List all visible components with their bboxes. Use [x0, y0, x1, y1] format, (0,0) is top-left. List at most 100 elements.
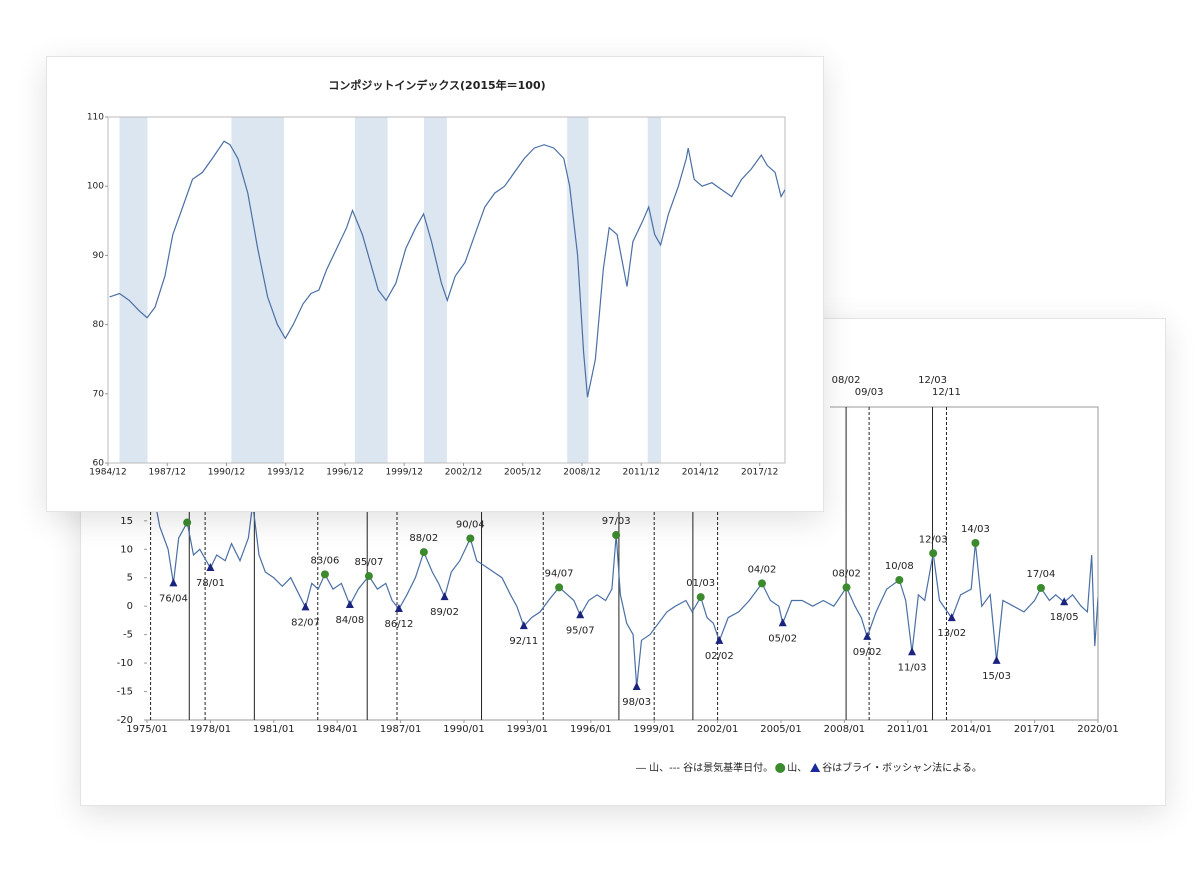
trough-label: 78/01	[196, 578, 225, 589]
chart-title: コンポジットインデックス(2015年＝100)	[328, 78, 545, 92]
x-tick-label: 2005/01	[760, 724, 802, 735]
trough-marker	[345, 600, 354, 609]
peak-marker	[555, 583, 564, 592]
peak-marker	[1036, 583, 1045, 592]
trough-marker	[632, 681, 641, 690]
y-tick-label: 15	[120, 516, 133, 527]
note: ― 山、--- 谷は景気基準日付。 山、 谷はブライ・ボッシャン法による。	[636, 761, 982, 774]
peak-marker	[466, 534, 475, 543]
trough-label: 98/03	[622, 697, 651, 708]
trough-label: 02/02	[705, 651, 734, 662]
note-circle-icon	[775, 763, 786, 773]
note-text: 谷はブライ・ボッシャン法による。	[822, 761, 982, 774]
shaded-period	[231, 117, 284, 463]
reference-label: 08/02	[832, 375, 861, 386]
x-tick-label: 1981/01	[253, 724, 295, 735]
y-tick-label: 70	[93, 389, 105, 399]
trough-marker	[778, 618, 787, 627]
peak-label: 04/02	[748, 564, 777, 575]
x-tick-label: 1987/01	[380, 724, 422, 735]
x-tick-label: 1993/01	[507, 724, 549, 735]
peak-label: 17/04	[1027, 569, 1056, 580]
trough-label: 92/11	[509, 636, 538, 647]
y-tick-label: 0	[127, 601, 133, 612]
peak-marker	[183, 518, 192, 527]
plot-frame	[830, 406, 1099, 720]
x-tick-label: 2017/12	[741, 468, 778, 478]
x-tick-label: 2002/01	[697, 724, 739, 735]
trough-label: 76/04	[159, 593, 188, 604]
x-tick-label: 2002/12	[445, 468, 482, 478]
trough-label: 18/05	[1050, 612, 1079, 623]
y-tick-label: -5	[123, 630, 133, 641]
x-tick-label: 2011/01	[887, 724, 929, 735]
y-tick-label: 90	[93, 251, 105, 261]
reference-label: 12/03	[918, 375, 947, 386]
trough-marker	[169, 578, 178, 587]
y-tick-label: 10	[120, 544, 133, 555]
peak-marker	[895, 576, 904, 585]
peak-label: 12/03	[919, 534, 948, 545]
x-tick-label: 2008/12	[563, 468, 600, 478]
trough-marker	[863, 631, 872, 640]
x-tick-label: 1978/01	[190, 724, 232, 735]
reference-label: 12/11	[932, 387, 961, 398]
trough-label: 09/02	[853, 647, 882, 658]
y-tick-label: -15	[117, 687, 133, 698]
peak-marker	[971, 539, 980, 548]
shaded-period	[567, 117, 589, 463]
y-tick-label: 110	[87, 113, 104, 123]
peak-marker	[696, 593, 705, 602]
peak-marker	[842, 583, 851, 592]
x-tick-label: 1990/01	[443, 724, 485, 735]
shaded-period	[119, 117, 148, 463]
note-text: 山、	[787, 762, 807, 774]
peak-label: 90/04	[456, 519, 485, 530]
y-tick-label: -10	[117, 658, 133, 669]
x-tick-label: 2017/01	[1014, 724, 1056, 735]
x-tick-label: 1993/12	[267, 468, 304, 478]
y-tick-label: 5	[127, 573, 133, 584]
trough-label: 86/12	[384, 619, 413, 630]
x-tick-label: 2014/12	[682, 468, 719, 478]
peak-label: 94/07	[545, 568, 574, 579]
trough-marker	[519, 621, 528, 630]
x-tick-label: 2005/12	[504, 468, 541, 478]
trough-label: 82/07	[291, 617, 320, 628]
peak-marker	[612, 531, 621, 540]
peak-label: 83/06	[311, 555, 340, 566]
y-tick-label: -20	[117, 715, 133, 726]
peak-label: 14/03	[961, 524, 990, 535]
trough-marker	[440, 592, 449, 601]
trough-label: 89/02	[430, 607, 459, 618]
trough-marker	[715, 635, 724, 644]
peak-marker	[320, 570, 329, 579]
trough-marker	[1060, 597, 1069, 606]
data-line	[147, 463, 1098, 688]
peak-label: 08/02	[832, 568, 861, 579]
shaded-period	[647, 117, 661, 463]
data-line	[109, 140, 785, 398]
y-tick-label: 100	[87, 182, 104, 192]
note-triangle-icon	[810, 763, 821, 772]
trough-marker	[301, 602, 310, 611]
trough-marker	[992, 655, 1001, 664]
x-tick-label: 2014/01	[950, 724, 992, 735]
x-tick-label: 1996/01	[570, 724, 612, 735]
x-tick-label: 1999/01	[633, 724, 675, 735]
trough-label: 11/03	[898, 662, 927, 673]
peak-label: 85/07	[354, 557, 383, 568]
trough-label: 95/07	[566, 625, 595, 636]
trough-label: 15/03	[982, 671, 1011, 682]
trough-marker	[394, 604, 403, 613]
trough-label: 13/02	[937, 628, 966, 639]
peak-marker	[929, 549, 938, 558]
x-tick-label: 1984/12	[89, 468, 126, 478]
trough-marker	[908, 647, 917, 656]
x-tick-label: 2011/12	[623, 468, 660, 478]
peak-label: 01/03	[686, 578, 715, 589]
peak-label: 88/02	[409, 533, 438, 544]
